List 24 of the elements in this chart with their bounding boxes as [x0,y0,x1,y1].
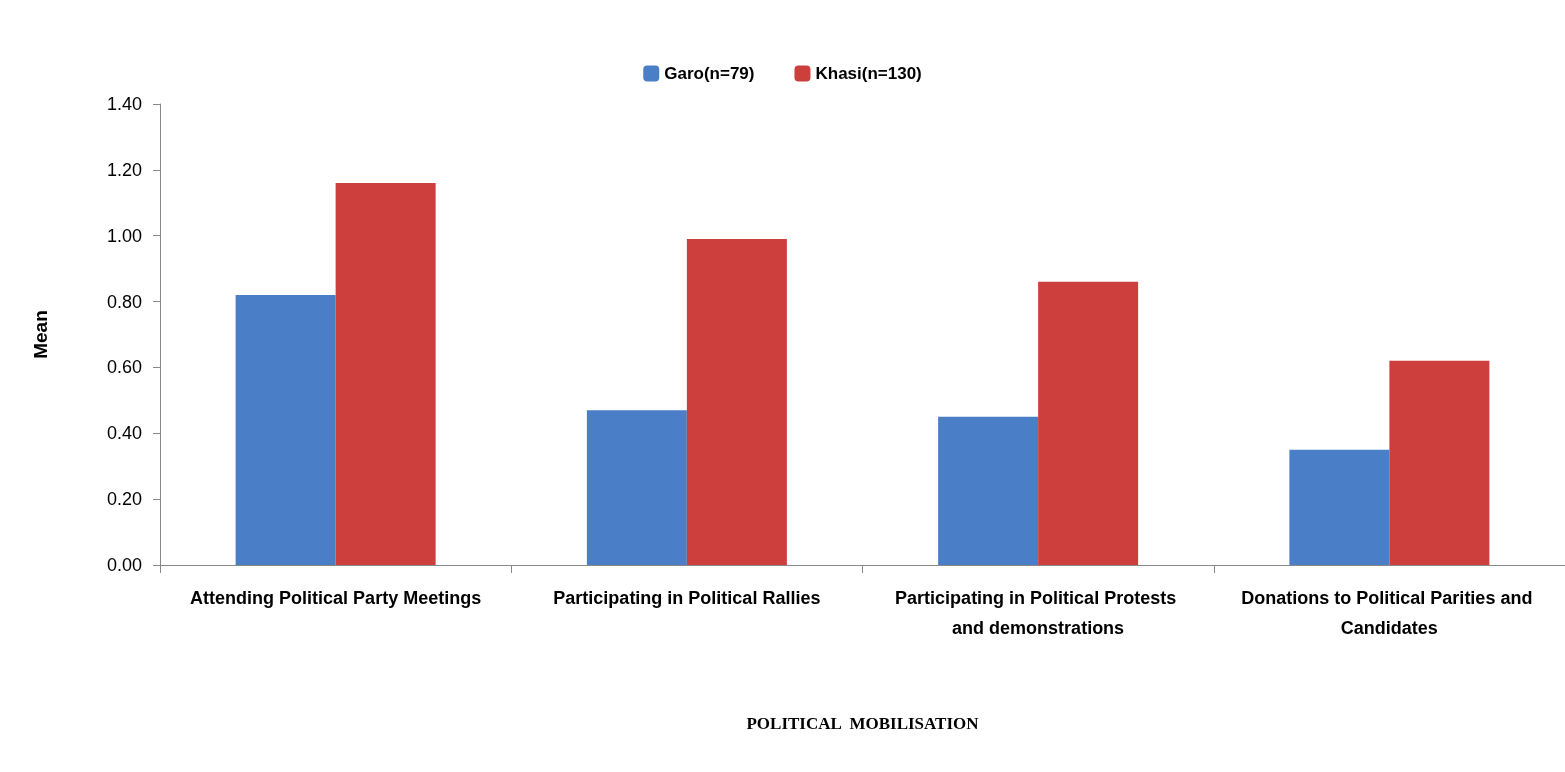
y-tick-label: 0.20 [106,489,142,510]
x-tick-label: Participating in Political Rallies [553,588,821,608]
x-axis-title: POLITICAL MOBILISATION [746,714,980,733]
bar [335,183,436,565]
y-tick-label: 0.40 [106,423,142,444]
y-axis-title: Mean [30,310,51,359]
y-tick-label: 1.20 [106,159,142,180]
bar [1289,449,1390,565]
y-tick-label: 0.80 [106,291,142,312]
x-tick-label: Participating in Political Protests and demonstrations [895,588,1182,638]
bar [1389,360,1490,565]
legend-label: Garo(n=79) [664,64,755,83]
y-tick-label: 0.00 [106,555,142,575]
y-tick-label: 1.40 [106,94,142,114]
y-tick-label: 1.00 [106,225,142,246]
y-tick-label: 0.60 [106,357,142,378]
x-tick-label: Attending Political Party Meetings [190,588,482,608]
x-tick-label: Donations to Political Parities and Candidates [1241,588,1538,638]
legend-label: Khasi(n=130) [815,64,922,83]
bar [586,410,687,565]
bar [686,239,787,565]
bar [938,416,1039,565]
bar [1038,281,1139,565]
bar [235,294,336,565]
